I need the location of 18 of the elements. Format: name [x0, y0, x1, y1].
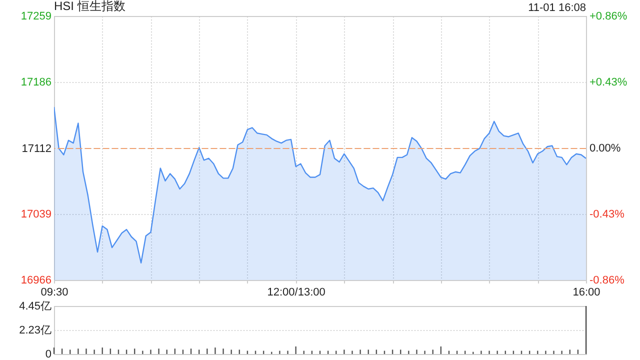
y-tick-label: 17039	[20, 208, 52, 221]
y2-tick-label: -0.43%	[590, 208, 625, 220]
x-tick-label: 12:00/13:00	[267, 286, 326, 298]
y2-tick-label: -0.86%	[590, 274, 625, 286]
y-tick-label: 2.23亿	[19, 324, 52, 336]
y-tick-label: 16966	[20, 274, 52, 286]
x-tick-label: 16:00	[572, 286, 600, 298]
x-tick-label: 09:30	[40, 286, 68, 298]
y2-tick-label: +0.43%	[590, 76, 628, 88]
y-tick-label: 17112	[22, 142, 52, 155]
y-tick-label: 0	[45, 348, 52, 360]
chart-title: HSI 恒生指数	[54, 0, 126, 13]
y2-tick-label: 0.00%	[590, 142, 621, 154]
y2-tick-label: +0.86%	[590, 10, 628, 22]
y-tick-label: 17186	[20, 76, 52, 88]
text: 11-01 16:08	[528, 2, 586, 14]
y-tick-label: 4.45亿	[19, 300, 52, 312]
y-tick-label: 17259	[20, 10, 52, 22]
